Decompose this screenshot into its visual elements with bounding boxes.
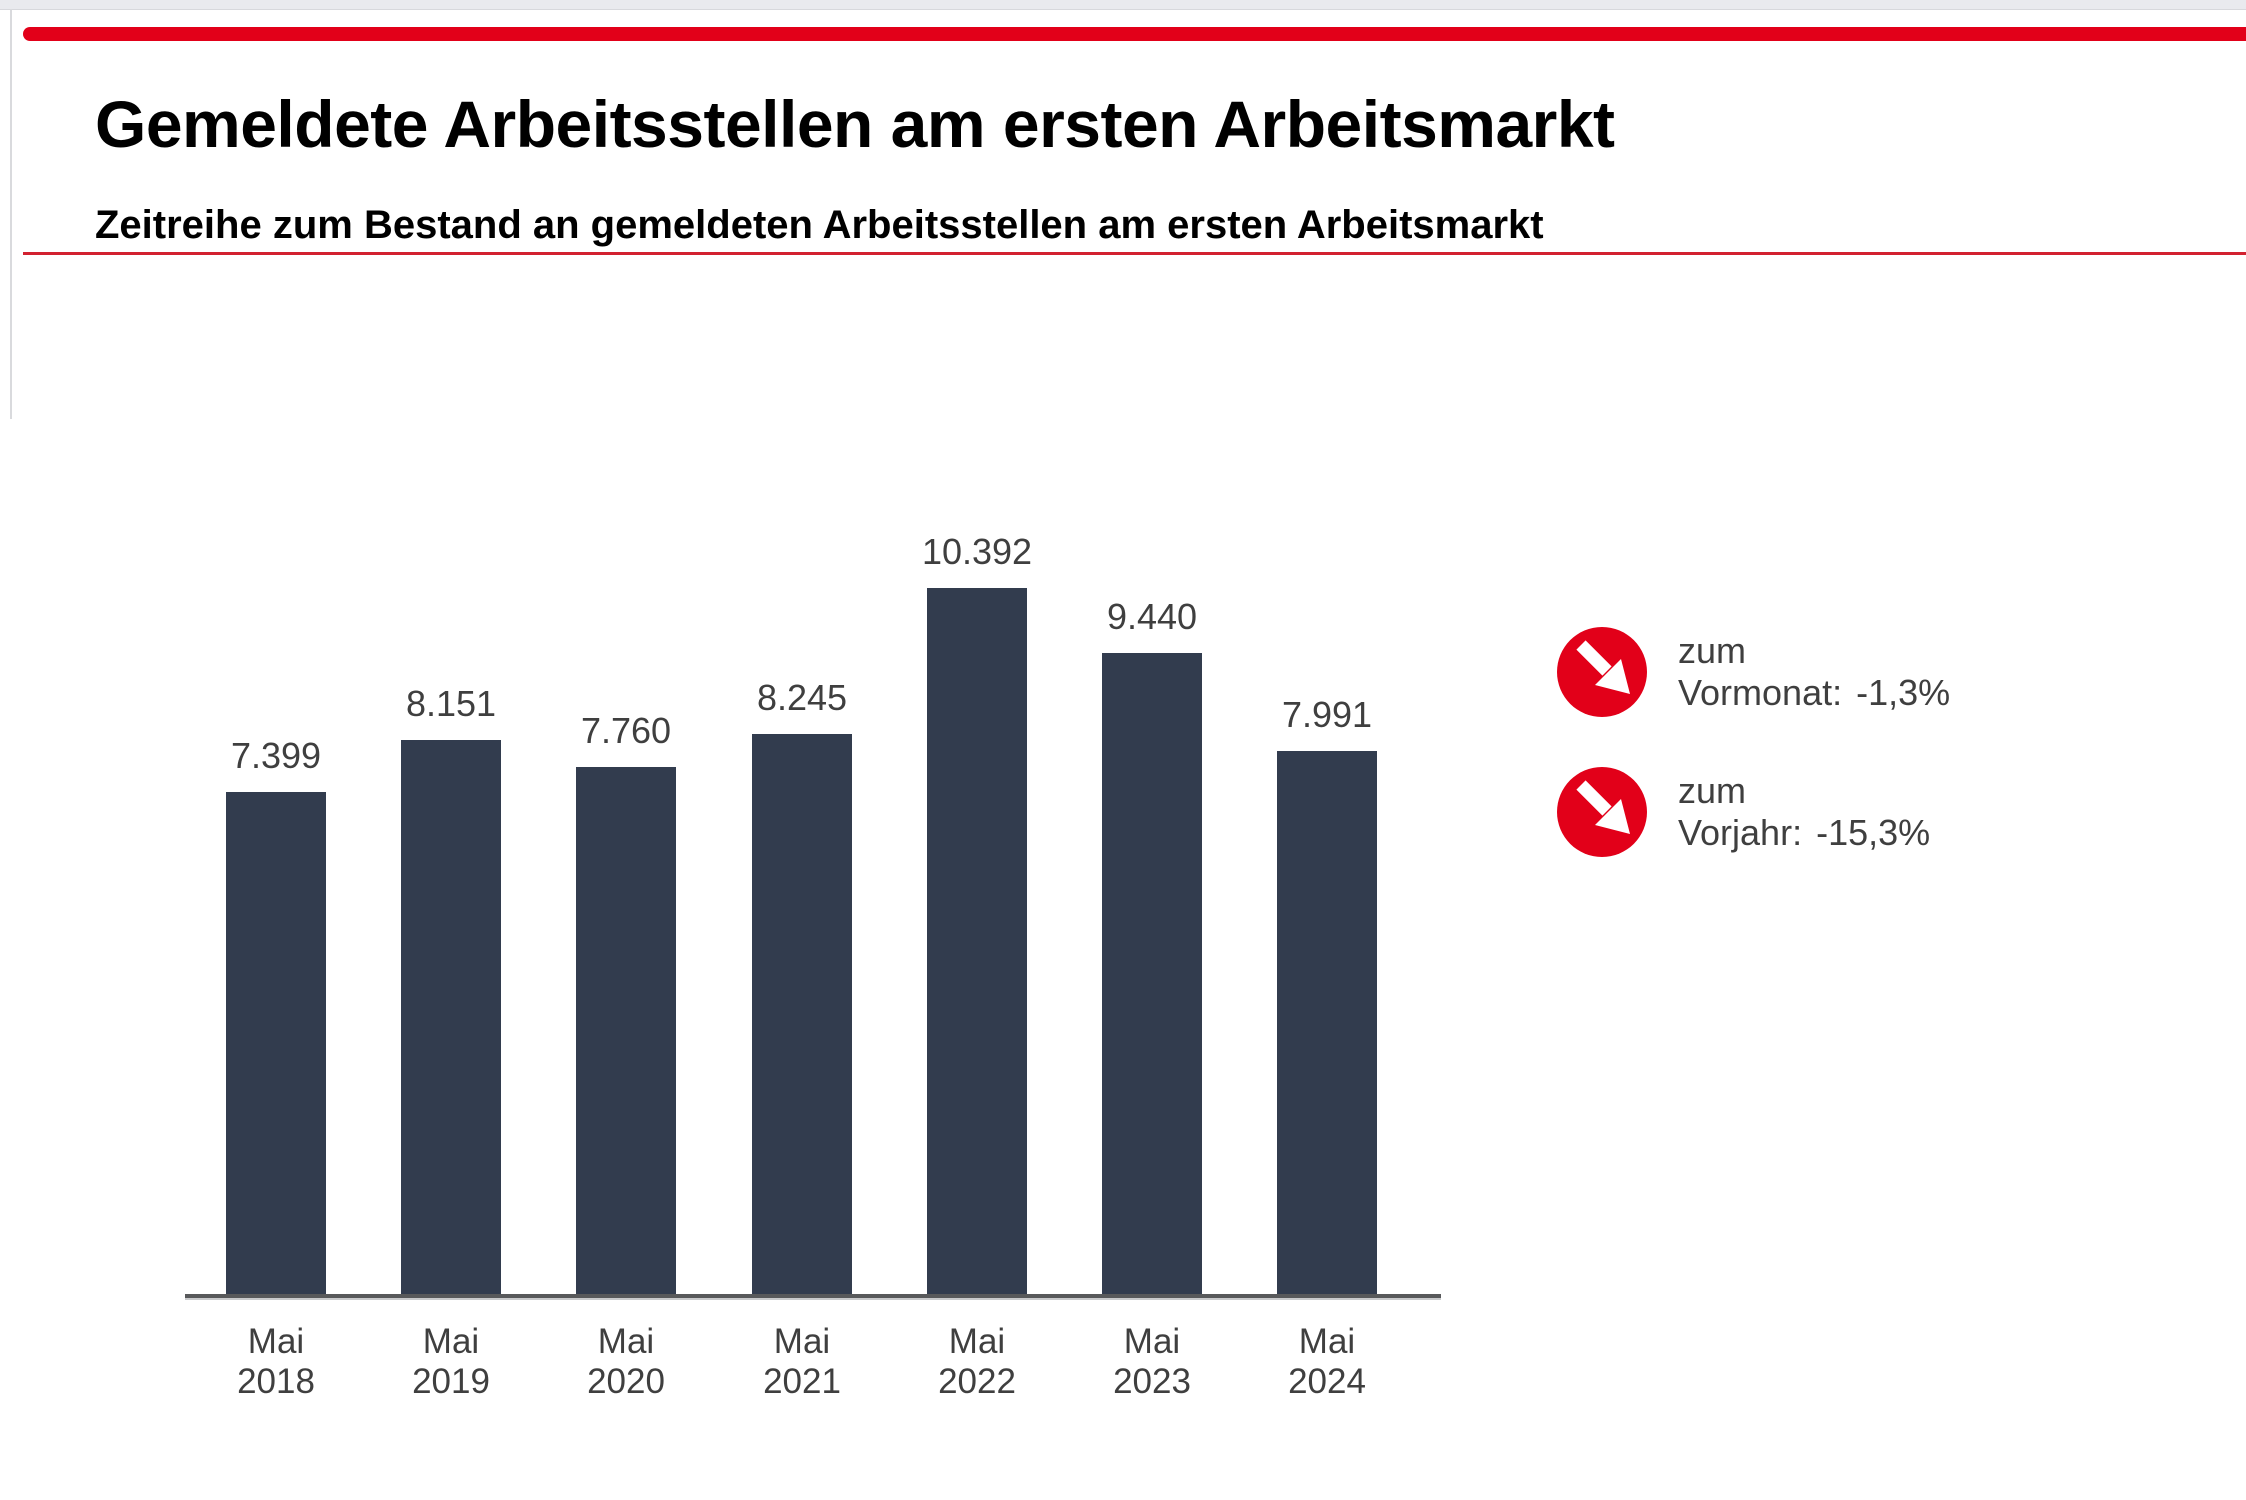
kpi-label: Vorjahr: [1678, 812, 1803, 853]
kpi-label: Vormonat: [1678, 672, 1843, 713]
kpi-vorjahr-text: zum Vorjahr: -15,3% [1678, 770, 1930, 854]
kpi-line2: Vorjahr: -15,3% [1678, 812, 1930, 854]
kpi-line2: Vormonat: -1,3% [1678, 672, 1950, 714]
bar-mai-2022 [927, 588, 1027, 1295]
window-left-edge [10, 9, 12, 419]
page-title: Gemeldete Arbeitsstellen am ersten Arbei… [95, 87, 1615, 161]
x-label-mai-2018: Mai 2018 [237, 1322, 315, 1401]
value-label-mai-2021: 8.245 [756, 677, 848, 718]
value-label-mai-2022: 10.392 [921, 531, 1033, 572]
value-label-mai-2020: 7.760 [580, 710, 672, 751]
bar-mai-2020 [576, 767, 676, 1295]
bar-mai-2021 [752, 734, 852, 1295]
kpi-value: -15,3% [1816, 812, 1931, 853]
header-accent-bar [23, 27, 2246, 41]
bar-chart: 7.399 Mai 2018 8.151 Mai 2019 7.760 Mai 2020 8… [0, 260, 2246, 1500]
x-axis-line [185, 1294, 1441, 1300]
header-divider-line [23, 252, 2246, 255]
page-subtitle: Zeitreihe zum Bestand an gemeldeten Arbe… [95, 203, 1544, 247]
x-label-mai-2024: Mai 2024 [1288, 1322, 1366, 1401]
bar-mai-2023 [1102, 653, 1202, 1295]
kpi-vormonat-text: zum Vormonat: -1,3% [1678, 630, 1950, 714]
x-label-mai-2021: Mai 2021 [763, 1322, 841, 1401]
value-label-mai-2024: 7.991 [1281, 694, 1373, 735]
kpi-line1: zum [1678, 770, 1747, 811]
value-label-mai-2023: 9.440 [1106, 596, 1198, 637]
bar-mai-2018 [226, 792, 326, 1295]
x-label-mai-2020: Mai 2020 [587, 1322, 665, 1401]
window-top-edge [0, 0, 2246, 10]
arrow-down-right-icon [1557, 627, 1647, 717]
x-label-mai-2019: Mai 2019 [412, 1322, 490, 1401]
x-label-mai-2023: Mai 2023 [1113, 1322, 1191, 1401]
x-label-mai-2022: Mai 2022 [938, 1322, 1016, 1401]
kpi-line1: zum [1678, 630, 1747, 671]
value-label-mai-2018: 7.399 [230, 735, 322, 776]
arrow-down-right-icon [1557, 767, 1647, 857]
kpi-value: -1,3% [1856, 672, 1951, 713]
value-label-mai-2019: 8.151 [405, 683, 497, 724]
bar-mai-2024 [1277, 751, 1377, 1295]
bar-mai-2019 [401, 740, 501, 1295]
